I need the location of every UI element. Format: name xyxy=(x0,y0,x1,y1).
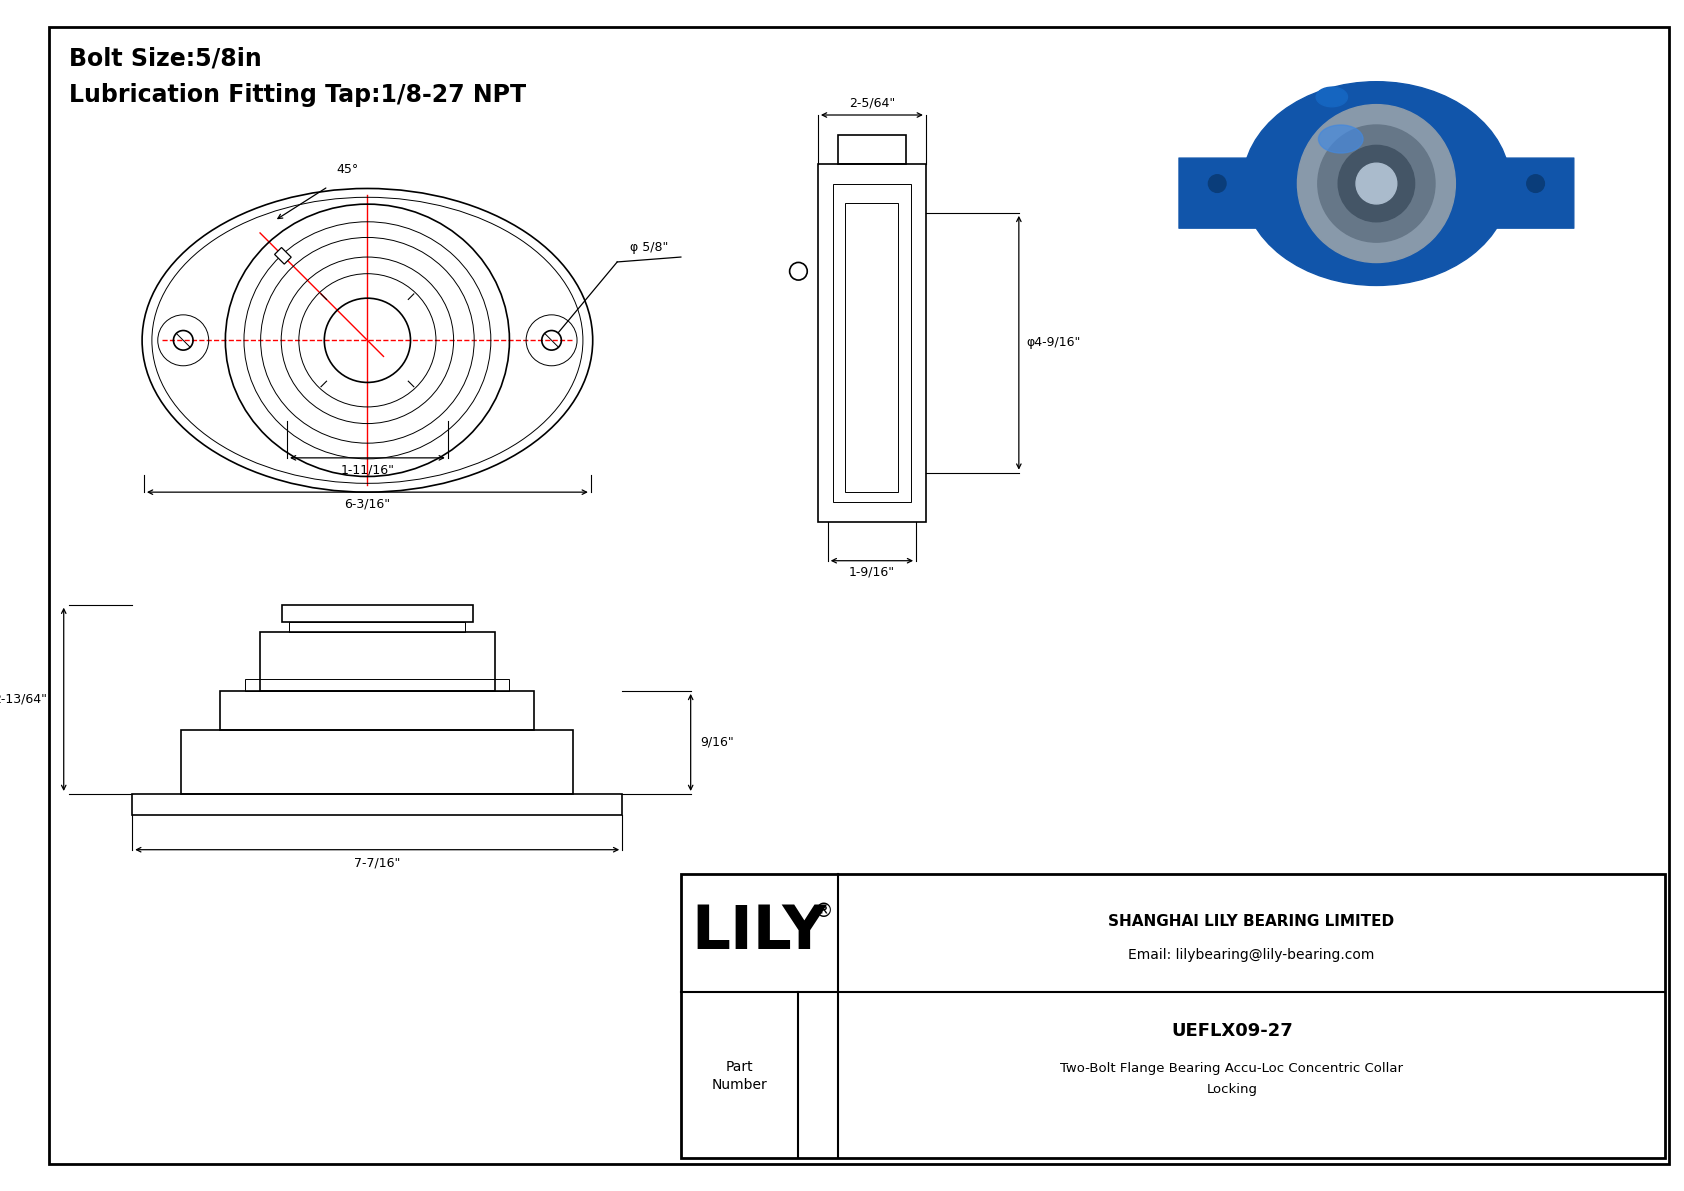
Bar xyxy=(818,164,926,522)
Bar xyxy=(837,135,906,164)
Text: Email: lilybearing@lily-bearing.com: Email: lilybearing@lily-bearing.com xyxy=(1128,948,1374,961)
Text: 6-3/16": 6-3/16" xyxy=(344,498,391,511)
Text: 9/16": 9/16" xyxy=(701,736,734,749)
Bar xyxy=(133,794,621,816)
Text: SHANGHAI LILY BEARING LIMITED: SHANGHAI LILY BEARING LIMITED xyxy=(1108,913,1394,929)
Text: ®: ® xyxy=(813,902,832,921)
Bar xyxy=(244,679,510,691)
Circle shape xyxy=(1356,163,1396,204)
Circle shape xyxy=(1297,105,1455,262)
Bar xyxy=(290,623,465,632)
Text: φ4-9/16": φ4-9/16" xyxy=(1027,336,1081,349)
Bar xyxy=(680,874,1665,1159)
Text: 45°: 45° xyxy=(337,163,359,176)
Text: Number: Number xyxy=(712,1078,768,1092)
Bar xyxy=(182,730,573,794)
Text: Locking: Locking xyxy=(1206,1083,1258,1096)
Text: φ 5/8": φ 5/8" xyxy=(630,241,669,254)
Bar xyxy=(274,248,291,264)
Text: 1-9/16": 1-9/16" xyxy=(849,566,894,579)
Text: Lubrication Fitting Tap:1/8-27 NPT: Lubrication Fitting Tap:1/8-27 NPT xyxy=(69,82,525,107)
Circle shape xyxy=(1527,175,1544,193)
Bar xyxy=(259,632,495,691)
Ellipse shape xyxy=(1317,87,1347,107)
Ellipse shape xyxy=(1319,125,1362,152)
Text: Bolt Size:5/8in: Bolt Size:5/8in xyxy=(69,46,261,70)
FancyBboxPatch shape xyxy=(1497,158,1575,229)
Circle shape xyxy=(1319,125,1435,242)
FancyBboxPatch shape xyxy=(1179,158,1256,229)
Text: 2-5/64": 2-5/64" xyxy=(849,96,894,110)
Circle shape xyxy=(1339,145,1415,222)
Text: LILY: LILY xyxy=(692,904,827,962)
Bar xyxy=(845,204,898,492)
Text: UEFLX09-27: UEFLX09-27 xyxy=(1170,1022,1293,1040)
Ellipse shape xyxy=(1243,82,1511,286)
Circle shape xyxy=(1209,175,1226,193)
Text: Two-Bolt Flange Bearing Accu-Loc Concentric Collar: Two-Bolt Flange Bearing Accu-Loc Concent… xyxy=(1061,1061,1403,1074)
Bar xyxy=(221,691,534,730)
Text: 7-7/16": 7-7/16" xyxy=(354,856,401,869)
Bar xyxy=(832,183,911,501)
Text: 2-13/64": 2-13/64" xyxy=(0,693,47,706)
Ellipse shape xyxy=(1367,200,1431,238)
Bar xyxy=(283,605,473,623)
Text: Part: Part xyxy=(726,1060,753,1074)
Text: 1-11/16": 1-11/16" xyxy=(340,463,394,476)
